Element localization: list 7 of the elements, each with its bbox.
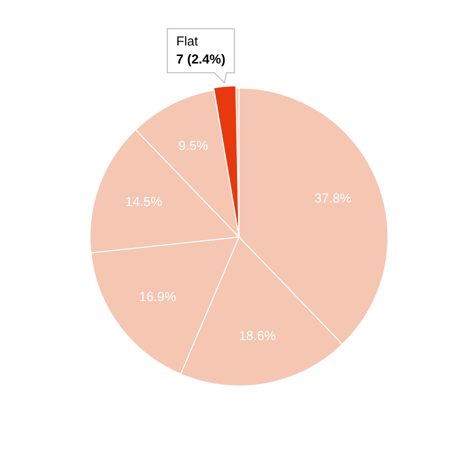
data-label: 9.5% (178, 138, 209, 154)
slice-label: Flat (176, 33, 198, 48)
data-label: 18.6% (238, 328, 276, 344)
data-label: 16.9% (139, 288, 176, 304)
text: 7 (2.4%) (176, 51, 226, 66)
data-label: 37.8% (314, 190, 352, 206)
data-label: 14.5% (125, 194, 163, 209)
